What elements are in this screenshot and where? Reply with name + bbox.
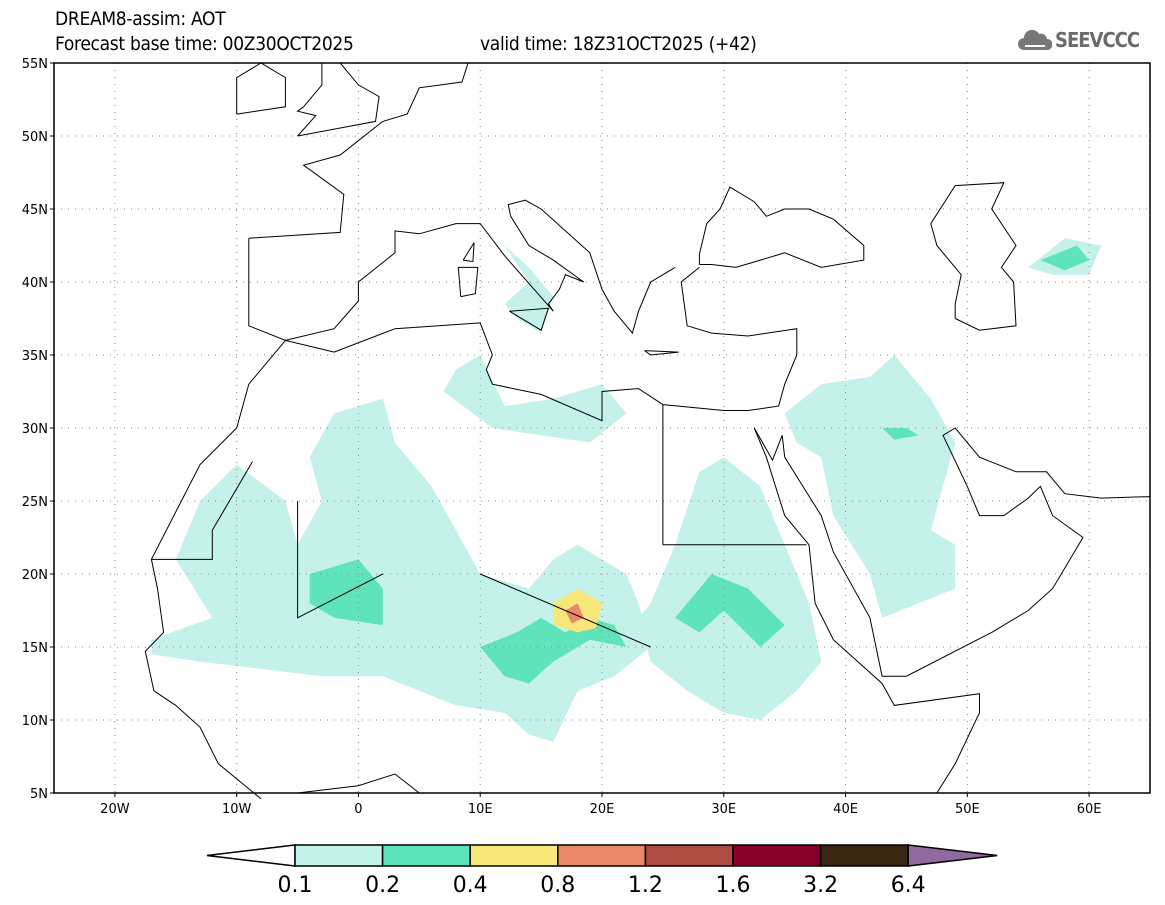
dust-0.1-arabia bbox=[784, 355, 956, 618]
dust-0.1-west-sahara bbox=[151, 398, 651, 742]
lon-tick-label: 60E bbox=[1077, 802, 1102, 817]
logo-text: SEEVCCC bbox=[1055, 28, 1140, 52]
colorbar-level-label: 0.2 bbox=[365, 873, 400, 898]
dust-0.1-libya bbox=[443, 355, 627, 443]
coastline bbox=[753, 427, 1151, 677]
map-title: DREAM8-assim: AOT bbox=[55, 8, 226, 30]
lat-tick-label: 35N bbox=[22, 349, 48, 364]
colorbar-level-label: 0.8 bbox=[540, 873, 575, 898]
lon-tick-label: 10E bbox=[468, 802, 493, 817]
coastline bbox=[930, 182, 1017, 331]
coastline bbox=[509, 307, 550, 331]
lat-tick-label: 40N bbox=[22, 276, 48, 291]
cloud-icon bbox=[1018, 29, 1052, 50]
axis-labels: 55N 50N 45N 40N 35N 30N 25N 20N 15N 10N 5N 20W 10W 0 1… bbox=[22, 57, 1102, 817]
lat-tick-label: 10N bbox=[22, 714, 48, 729]
coastline bbox=[462, 242, 475, 263]
lon-tick-label: 0 bbox=[354, 802, 362, 817]
colorbar-swatch bbox=[732, 844, 822, 867]
lat-tick-label: 15N bbox=[22, 641, 48, 656]
coastline bbox=[144, 340, 286, 800]
coastline bbox=[297, 501, 384, 619]
aot-field-layer bbox=[151, 238, 1102, 742]
dust-0.2-sudan bbox=[675, 574, 785, 647]
lat-tick-label: 50N bbox=[22, 130, 48, 145]
colorbar-swatch bbox=[381, 844, 471, 867]
seevccc-logo: SEEVCCC bbox=[1018, 28, 1140, 52]
valid-time: valid time: 18Z31OCT2025 (+42) bbox=[480, 33, 757, 55]
colorbar-swatch bbox=[644, 844, 734, 867]
coastline bbox=[151, 461, 253, 560]
coastline bbox=[248, 62, 469, 239]
coastline bbox=[753, 427, 980, 794]
colorbar-below-arrow bbox=[206, 844, 296, 867]
colorbar: 0.1 0.2 0.4 0.8 1.2 1.6 3.2 6.4 bbox=[206, 844, 998, 898]
lon-tick-label: 10W bbox=[222, 802, 252, 817]
lon-tick-label: 50E bbox=[955, 802, 980, 817]
lon-tick-label: 30E bbox=[711, 802, 736, 817]
dust-0.2-caspian bbox=[1040, 245, 1090, 271]
lat-tick-label: 5N bbox=[30, 787, 48, 802]
colorbar-level-label: 1.2 bbox=[628, 873, 663, 898]
coastline bbox=[248, 199, 676, 341]
lat-tick-label: 45N bbox=[22, 203, 48, 218]
lon-tick-label: 20W bbox=[100, 802, 130, 817]
gridlines bbox=[54, 63, 1150, 793]
colorbar-above-arrow bbox=[907, 844, 998, 867]
colorbar-swatch bbox=[819, 844, 909, 867]
dust-0.2-iraq bbox=[882, 428, 919, 440]
colorbar-level-label: 0.4 bbox=[453, 873, 488, 898]
coastline bbox=[698, 186, 865, 268]
coastline bbox=[457, 266, 479, 298]
coastline bbox=[644, 350, 679, 356]
lat-tick-label: 55N bbox=[22, 57, 48, 72]
colorbar-swatch bbox=[557, 844, 647, 867]
coastline bbox=[296, 62, 380, 137]
lat-tick-label: 20N bbox=[22, 568, 48, 583]
dust-0.1-italy bbox=[504, 245, 554, 334]
lon-tick-label: 20E bbox=[590, 802, 615, 817]
forecast-base-time: Forecast base time: 00Z30OCT2025 bbox=[55, 33, 354, 55]
colorbar-swatch bbox=[294, 844, 384, 867]
colorbar-level-label: 0.1 bbox=[278, 873, 313, 898]
colorbar-level-label: 1.6 bbox=[716, 873, 751, 898]
colorbar-level-label: 6.4 bbox=[891, 873, 926, 898]
lat-tick-label: 30N bbox=[22, 422, 48, 437]
lat-tick-label: 25N bbox=[22, 495, 48, 510]
coastline bbox=[236, 62, 286, 115]
coastlines bbox=[144, 62, 1151, 800]
coastline bbox=[297, 773, 420, 794]
lon-tick-label: 40E bbox=[833, 802, 858, 817]
colorbar-swatch bbox=[469, 844, 559, 867]
dust-0.8-chad bbox=[565, 603, 584, 624]
dust-0.2-chad bbox=[480, 617, 627, 684]
coastline bbox=[480, 573, 651, 648]
colorbar-level-label: 3.2 bbox=[803, 873, 838, 898]
